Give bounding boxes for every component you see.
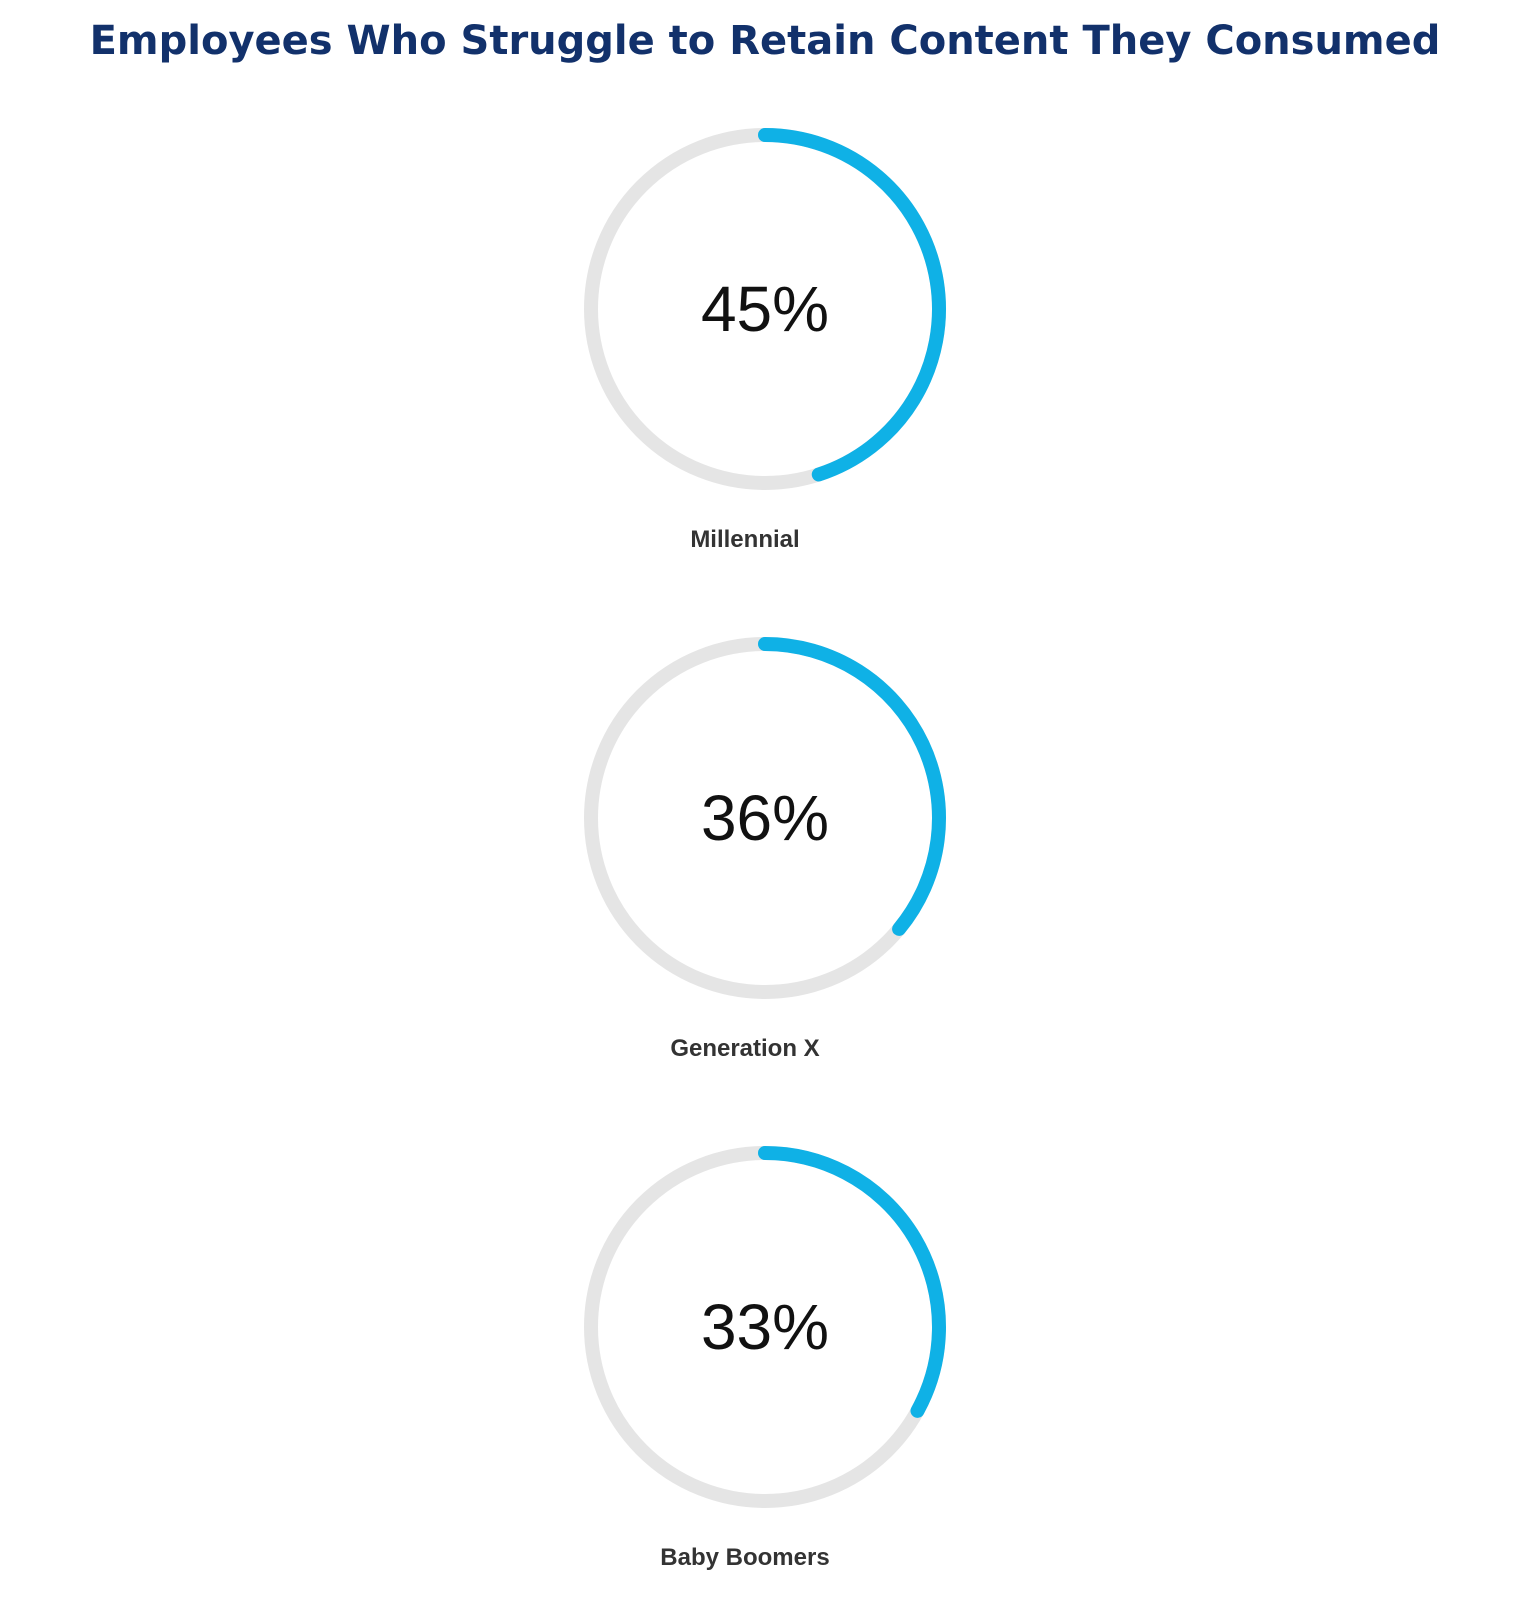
value-label: 36%: [701, 782, 829, 854]
value-label: 33%: [701, 1291, 829, 1363]
ring-group: 36% Generation X: [584, 637, 946, 1062]
category-label: Generation X: [670, 1035, 819, 1062]
ring-group: 33% Baby Boomers: [584, 1146, 946, 1571]
value-label: 45%: [701, 273, 829, 345]
ring-value-arc: [758, 1146, 946, 1418]
ring-group: 45% Millennial: [584, 128, 946, 553]
ring-value-arc: [758, 128, 946, 482]
category-label: Baby Boomers: [660, 1544, 829, 1571]
ring-value-arc: [758, 637, 946, 936]
category-label: Millennial: [690, 526, 799, 553]
chart-title: Employees Who Struggle to Retain Content…: [89, 18, 1441, 64]
